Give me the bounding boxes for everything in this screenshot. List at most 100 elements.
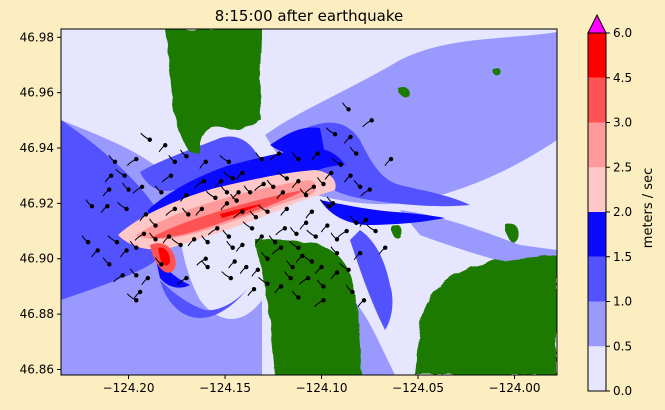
- particle-point: [265, 209, 270, 214]
- particle-point: [159, 262, 164, 267]
- particle-point: [251, 286, 257, 292]
- particle-point: [199, 206, 205, 212]
- particle-point: [325, 223, 330, 228]
- particle-point: [230, 245, 235, 250]
- particle-point: [354, 220, 359, 225]
- particle-point: [361, 298, 367, 303]
- x-tick-label: −124.10: [296, 381, 348, 395]
- particle-point: [224, 190, 230, 195]
- particle-point: [205, 239, 210, 245]
- colorbar-tick-label: 0.5: [613, 339, 632, 353]
- colorbar: 0.0 0.5 1.0 1.5 2.0 2.5 3.0 4.5 6.0: [587, 13, 632, 398]
- x-tick-label: −124.00: [489, 381, 541, 395]
- y-tick-label: 46.92: [20, 196, 54, 210]
- particle-point: [240, 242, 245, 248]
- particle-point: [120, 273, 125, 278]
- particle-point: [205, 264, 210, 270]
- particle-point: [203, 256, 208, 261]
- particle-point: [95, 248, 100, 253]
- particle-point: [203, 159, 208, 165]
- particle-point: [134, 298, 139, 303]
- particle-point: [153, 237, 158, 242]
- particle-point: [226, 234, 232, 239]
- island-1: [505, 223, 520, 243]
- particle-point: [271, 184, 276, 189]
- particle-point: [240, 170, 245, 176]
- particle-point: [107, 262, 112, 267]
- particle-point: [319, 264, 324, 270]
- particle-point: [105, 203, 110, 209]
- particle-point: [178, 242, 183, 248]
- particle-point: [213, 195, 218, 201]
- particle-point: [191, 237, 197, 242]
- plot-frame: [60, 28, 558, 376]
- particle-point: [296, 245, 301, 250]
- particle-point: [334, 251, 340, 256]
- particle-point: [357, 251, 363, 256]
- particle-point: [303, 192, 309, 198]
- particle-point: [288, 275, 293, 281]
- colorbar-tick-label: 4.5: [613, 71, 632, 85]
- particle-point: [278, 245, 284, 250]
- colorbar-segment: [588, 33, 606, 78]
- y-tick-label: 46.94: [20, 141, 54, 155]
- colorbar-tick-label: 2.0: [613, 205, 632, 219]
- y-tick-label: 46.90: [20, 252, 54, 266]
- particle-point: [284, 176, 290, 181]
- particle-point: [303, 220, 309, 225]
- particle-point: [259, 156, 264, 162]
- particle-point: [89, 203, 95, 209]
- particle-point: [276, 151, 282, 156]
- particle-point: [346, 267, 351, 273]
- colorbar-segment: [588, 212, 606, 257]
- colorbar-segment: [588, 167, 606, 212]
- particle-point: [330, 201, 336, 206]
- particle-point: [141, 231, 147, 237]
- particle-point: [143, 212, 149, 217]
- particle-point: [334, 237, 340, 242]
- particle-point: [315, 151, 320, 156]
- colorbar-tick-label: 6.0: [613, 26, 632, 40]
- particle-point: [338, 162, 344, 167]
- north-peninsula: [165, 29, 262, 155]
- particle-point: [284, 206, 290, 212]
- particle-point: [259, 234, 264, 239]
- y-tick-label: 46.86: [20, 362, 54, 376]
- island-2: [398, 87, 411, 98]
- plot-area: [61, 29, 557, 375]
- particle-point: [265, 281, 270, 286]
- particle-point: [346, 107, 351, 112]
- particle-point: [224, 201, 230, 206]
- particle-point: [294, 231, 299, 237]
- particle-point: [124, 248, 129, 253]
- particle-point: [348, 134, 353, 140]
- particle-point: [166, 234, 172, 239]
- particle-point: [321, 284, 326, 289]
- colorbar-label: meters / sec: [641, 168, 656, 248]
- particle-point: [145, 275, 151, 281]
- particle-point: [153, 223, 158, 228]
- particle-point: [126, 187, 131, 192]
- colorbar-tick-label: 2.5: [613, 160, 632, 174]
- y-axis: 46.86 46.88 46.90 46.92 46.94 46.96 46.98: [20, 30, 61, 376]
- map-title: 8:15:00 after earthquake: [215, 7, 403, 25]
- particle-point: [122, 173, 127, 178]
- particle-point: [112, 159, 118, 165]
- particle-point: [234, 198, 239, 203]
- particle-point: [350, 289, 355, 295]
- x-tick-label: −124.20: [103, 381, 155, 395]
- particle-point: [369, 118, 374, 123]
- y-tick-label: 46.88: [20, 307, 54, 321]
- particle-point: [354, 151, 359, 156]
- particle-point: [383, 245, 388, 250]
- colorbar-tick-label: 0.0: [613, 384, 632, 398]
- particle-point: [253, 215, 259, 220]
- particle-point: [159, 190, 164, 195]
- particle-point: [107, 187, 112, 192]
- particle-point: [230, 176, 235, 181]
- particle-point: [296, 295, 301, 300]
- particle-point: [184, 154, 189, 159]
- colorbar-tick-label: 3.0: [613, 116, 632, 130]
- x-axis: −124.20 −124.15 −124.10 −124.05 −124.00: [103, 375, 541, 395]
